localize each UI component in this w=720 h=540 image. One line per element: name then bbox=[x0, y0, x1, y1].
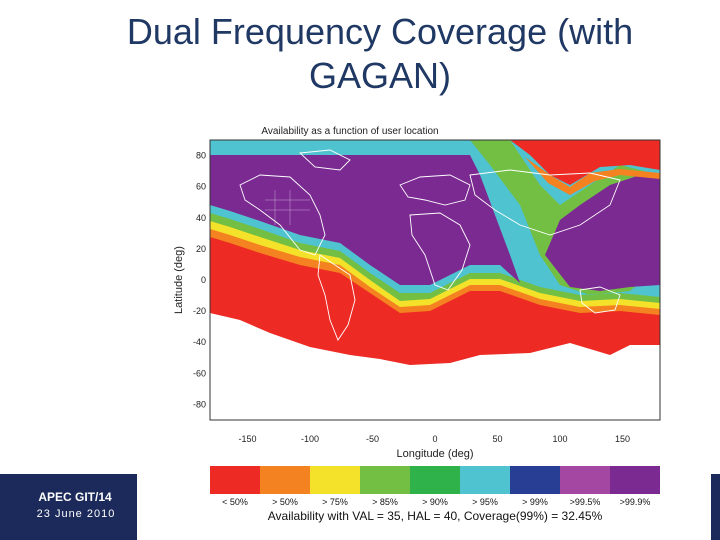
y-tick-label: 60 bbox=[196, 182, 206, 192]
legend-label: < 50% bbox=[222, 497, 248, 507]
y-tick-label: -40 bbox=[193, 337, 206, 347]
legend-swatch bbox=[360, 466, 410, 494]
legend-label: > 99% bbox=[522, 497, 548, 507]
legend-swatch bbox=[560, 466, 610, 494]
legend-label: >99.9% bbox=[619, 497, 651, 507]
y-tick-label: 20 bbox=[196, 244, 206, 254]
x-tick-label: 100 bbox=[552, 434, 567, 444]
slide-title: Dual Frequency Coverage (with GAGAN) bbox=[60, 10, 700, 98]
x-tick-label: 150 bbox=[615, 434, 630, 444]
slide-title-line2: GAGAN) bbox=[308, 55, 451, 96]
x-tick-label: -100 bbox=[301, 434, 319, 444]
no-coverage-south bbox=[210, 355, 660, 420]
slide-title-line1: Dual Frequency Coverage (with bbox=[126, 11, 634, 52]
legend-label: >99.5% bbox=[569, 497, 601, 507]
band-red-north bbox=[510, 140, 660, 185]
plot-frame bbox=[209, 139, 661, 421]
y-tick-label: -80 bbox=[193, 399, 206, 409]
y-axis-label: Latitude (deg) bbox=[173, 246, 185, 314]
y-axis: 80 60 40 20 0 -20 -40 -60 -80 bbox=[193, 151, 206, 410]
x-axis: -150 -100 -50 0 50 100 150 bbox=[238, 434, 630, 444]
legend-swatch bbox=[260, 466, 310, 494]
footer-accent-bar bbox=[711, 474, 720, 540]
x-tick-label: 0 bbox=[432, 434, 437, 444]
legend-swatch bbox=[610, 466, 660, 494]
availability-summary: Availability with VAL = 35, HAL = 40, Co… bbox=[267, 509, 603, 523]
legend-label: > 95% bbox=[472, 497, 498, 507]
state-borders bbox=[265, 190, 310, 225]
band-purple-main bbox=[210, 155, 520, 285]
map-title: Availability as a function of user locat… bbox=[261, 126, 439, 137]
x-tick-label: -50 bbox=[366, 434, 379, 444]
coastlines bbox=[239, 149, 651, 404]
legend-swatch bbox=[210, 466, 260, 494]
legend-swatch bbox=[510, 466, 560, 494]
legend-swatch bbox=[460, 466, 510, 494]
availability-legend bbox=[210, 466, 660, 494]
legend-label: > 50% bbox=[272, 497, 298, 507]
y-tick-label: 80 bbox=[196, 151, 206, 161]
y-tick-label: 0 bbox=[201, 275, 206, 285]
availability-contours bbox=[210, 140, 660, 420]
legend-swatch bbox=[310, 466, 360, 494]
footer-code: APEC GIT/14 bbox=[38, 490, 112, 504]
band-purple-east bbox=[545, 175, 660, 291]
x-tick-label: -150 bbox=[238, 434, 256, 444]
y-tick-label: -60 bbox=[193, 368, 206, 378]
footer-box bbox=[0, 474, 137, 540]
x-axis-label: Longitude (deg) bbox=[396, 448, 473, 460]
x-tick-label: 50 bbox=[492, 434, 502, 444]
coverage-map: 80 60 40 20 0 -20 -40 -60 -80 -150 -100 -50 0 50 100 1… bbox=[173, 139, 661, 460]
legend-label: > 90% bbox=[422, 497, 448, 507]
legend-label: > 85% bbox=[372, 497, 398, 507]
band-orange-north bbox=[525, 157, 660, 195]
y-tick-label: 40 bbox=[196, 213, 206, 223]
y-tick-label: -20 bbox=[193, 306, 206, 316]
footer-date: 23 June 2010 bbox=[36, 508, 116, 520]
legend-label: > 75% bbox=[322, 497, 348, 507]
legend-swatch bbox=[410, 466, 460, 494]
